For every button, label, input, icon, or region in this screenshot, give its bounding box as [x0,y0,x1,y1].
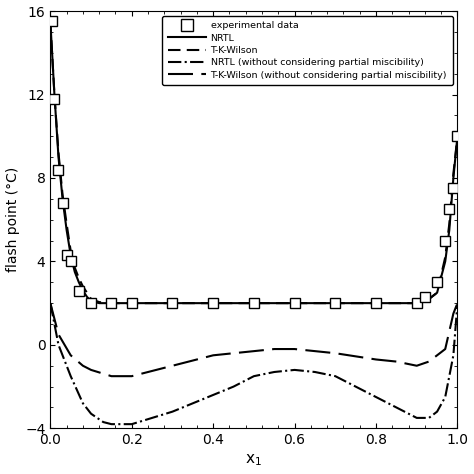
Legend: experimental data, NRTL, T-K-Wilson, NRTL (without considering partial miscibili: experimental data, NRTL, T-K-Wilson, NRT… [163,16,453,85]
Y-axis label: flash point (°C): flash point (°C) [6,167,19,273]
X-axis label: x$_1$: x$_1$ [246,453,262,468]
